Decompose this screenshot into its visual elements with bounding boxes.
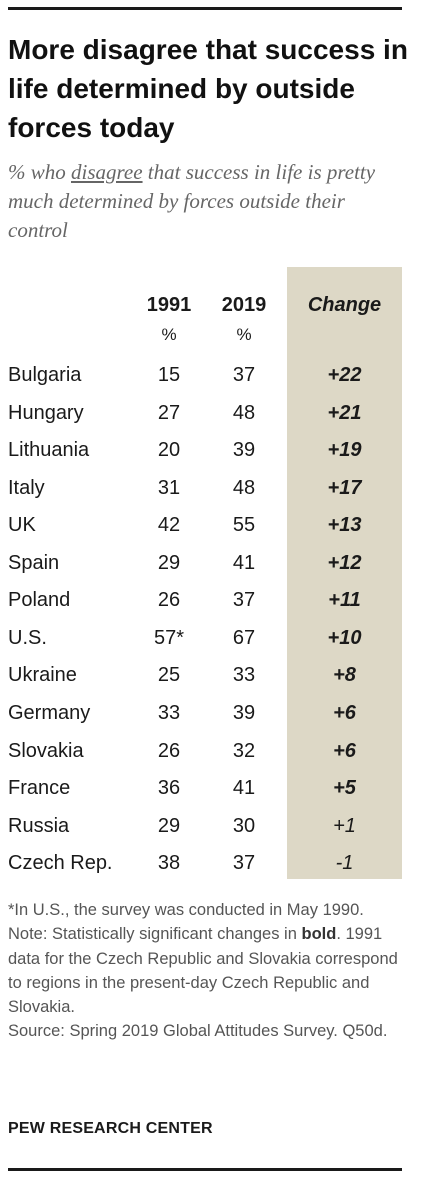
value-2019: 55 [232, 514, 256, 537]
chart-title: More disagree that success in life deter… [8, 34, 408, 143]
significance-note: Note: Statistically significant changes … [8, 922, 408, 1019]
table-row: Czech Rep. 38 37 -1 [0, 850, 428, 888]
column-header-1991: 1991 [146, 294, 192, 316]
table-row: France 36 41 +5 [0, 775, 428, 813]
value-2019: 41 [232, 777, 256, 800]
note-pre: Note: Statistically significant changes … [8, 925, 302, 944]
value-2019: 37 [232, 364, 256, 386]
table-row: Italy 31 48 +17 [0, 475, 428, 513]
note-bold: bold [301, 925, 337, 944]
value-1991: 36 [157, 777, 181, 800]
unit-label-2019: % [236, 325, 252, 344]
note-post: . 1991 data for the Czech Republic and S… [8, 925, 398, 1017]
value-2019: 39 [232, 439, 256, 462]
value-1991: 38 [157, 852, 181, 875]
value-1991: 26 [157, 739, 181, 762]
country-label: Slovakia [8, 739, 84, 762]
change-value: +13 [327, 514, 362, 537]
country-label: France [8, 777, 71, 800]
country-label: Russia [8, 814, 70, 837]
value-1991: 33 [157, 701, 181, 724]
country-label: Germany [8, 701, 91, 724]
value-1991: 57* [153, 626, 185, 649]
top-rule [8, 7, 402, 10]
change-value: +21 [327, 401, 362, 424]
country-label: U.S. [8, 626, 47, 649]
change-value: +17 [327, 476, 362, 499]
change-value: +8 [333, 664, 356, 687]
change-value: +11 [328, 589, 361, 612]
bottom-rule [8, 1168, 402, 1171]
country-label: Czech Rep. [8, 852, 113, 875]
table-row: Poland 26 37 +11 [0, 587, 428, 625]
change-column-background [287, 267, 402, 879]
value-2019: 37 [232, 589, 256, 612]
country-label: Spain [8, 551, 60, 574]
change-value: +10 [327, 626, 362, 649]
unit-label-1991: % [161, 325, 177, 344]
pew-branding: PEW RESEARCH CENTER [8, 1120, 213, 1137]
value-1991: 25 [157, 664, 181, 687]
table-row: UK 42 55 +13 [0, 512, 428, 550]
chart-subtitle: % who disagree that success in life is p… [8, 158, 408, 245]
change-value: -1 [335, 852, 354, 875]
value-2019: 33 [232, 664, 256, 687]
value-1991: 42 [157, 514, 181, 537]
change-value: +12 [327, 551, 362, 574]
column-header-change: Change [307, 294, 382, 316]
country-label: Italy [8, 476, 45, 499]
value-2019: 37 [232, 852, 256, 875]
value-1991: 26 [157, 589, 181, 612]
column-header-2019: 2019 [221, 294, 267, 316]
value-2019: 48 [232, 401, 256, 424]
change-value: +5 [333, 777, 356, 800]
change-value: +19 [327, 439, 362, 462]
value-1991: 27 [157, 401, 181, 424]
change-value: +22 [327, 364, 362, 386]
change-value: +6 [333, 739, 356, 762]
value-1991: 29 [157, 814, 181, 837]
table-row: Ukraine 25 33 +8 [0, 662, 428, 700]
value-1991: 29 [157, 551, 181, 574]
subtitle-post: that success in life is pretty much dete… [8, 160, 376, 242]
table-row: Lithuania 20 39 +19 [0, 437, 428, 475]
notes-block: *In U.S., the survey was conducted in Ma… [8, 898, 408, 1044]
value-2019: 67 [232, 626, 256, 649]
table-row: Bulgaria 15 37 +22 [0, 362, 428, 400]
table-row: Germany 33 39 +6 [0, 700, 428, 738]
change-value: +6 [333, 701, 356, 724]
table-row: Hungary 27 48 +21 [0, 400, 428, 438]
country-label: Poland [8, 589, 71, 612]
subtitle-underlined: disagree [71, 160, 143, 184]
country-label: Lithuania [8, 439, 90, 462]
table-row: Russia 29 30 +1 [0, 813, 428, 851]
value-2019: 48 [232, 476, 256, 499]
country-label: Ukraine [8, 664, 77, 687]
value-2019: 41 [232, 551, 256, 574]
country-label: UK [8, 514, 36, 537]
footnote: *In U.S., the survey was conducted in Ma… [8, 901, 364, 919]
table-row: Spain 29 41 +12 [0, 550, 428, 588]
value-1991: 31 [157, 476, 181, 499]
value-2019: 30 [232, 814, 256, 837]
value-1991: 20 [157, 439, 181, 462]
country-label: Bulgaria [8, 364, 82, 386]
value-2019: 39 [232, 701, 256, 724]
subtitle-pre: % who [8, 160, 71, 184]
table-row: U.S. 57* 67 +10 [0, 625, 428, 663]
country-label: Hungary [8, 401, 84, 424]
value-2019: 32 [232, 739, 256, 762]
source-note: Source: Spring 2019 Global Attitudes Sur… [8, 1022, 388, 1041]
table-row: Slovakia 26 32 +6 [0, 738, 428, 776]
change-value: +1 [333, 814, 356, 837]
value-1991: 15 [157, 364, 181, 386]
